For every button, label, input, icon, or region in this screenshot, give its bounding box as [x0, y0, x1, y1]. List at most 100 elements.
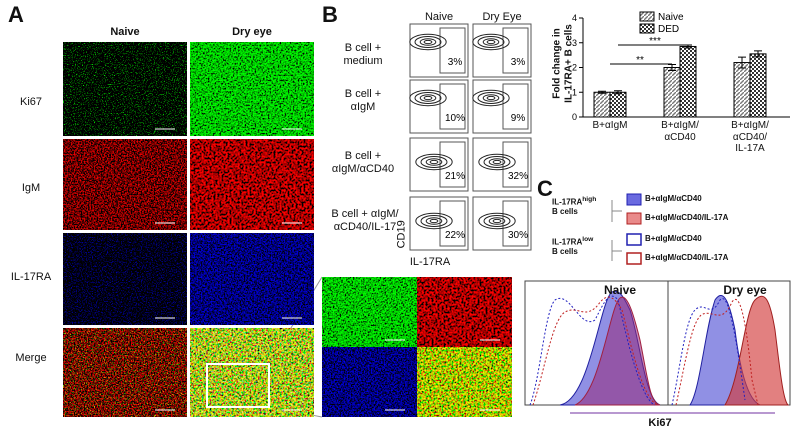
- flow-contour: [420, 215, 448, 227]
- micrograph: [63, 328, 187, 417]
- error-bar: [754, 50, 762, 58]
- flow-gate: [439, 27, 466, 74]
- legend-group: IL-17RAhigh B cells: [552, 196, 612, 216]
- flow-contour: [419, 38, 437, 46]
- row-label: IL-17RA: [10, 271, 52, 283]
- legend-label: DED: [658, 24, 679, 35]
- flow-percentage: 10%: [445, 113, 465, 124]
- flow-percentage: 3%: [511, 57, 526, 68]
- flow-contour: [425, 217, 443, 225]
- panel-label: A: [8, 2, 24, 27]
- column-header: Naive: [110, 26, 140, 38]
- flow-plot: [409, 196, 469, 251]
- histogram: [529, 295, 656, 406]
- flow-contour: [482, 38, 500, 46]
- zoom-box: [206, 363, 270, 408]
- micrograph: [190, 139, 314, 230]
- legend-entry: B+αIgM/αCD40: [645, 194, 702, 203]
- micrograph: [63, 139, 187, 230]
- legend-swatch: [626, 193, 642, 206]
- legend-entry: B+αIgM/αCD40: [645, 234, 702, 243]
- histogram: [532, 296, 659, 406]
- flow-gate: [439, 83, 466, 130]
- row-label: IgM: [21, 182, 41, 194]
- flow-contour: [425, 158, 443, 166]
- flow-contour: [414, 36, 442, 48]
- panel-label: C: [537, 176, 553, 201]
- micrograph: [417, 347, 512, 417]
- flow-contour: [415, 153, 453, 171]
- flow-percentage: 3%: [448, 57, 463, 68]
- flow-contour: [472, 33, 510, 51]
- row-label: B cell + medium: [343, 42, 383, 67]
- flow-contour: [409, 33, 447, 51]
- column-header: Dry eye: [232, 26, 272, 38]
- micrograph: [322, 347, 417, 417]
- row-label: Ki67: [19, 96, 43, 108]
- legend-group: IL-17RAlow B cells: [552, 236, 612, 256]
- flow-contour: [477, 36, 505, 48]
- column-header: Dry Eye: [482, 11, 522, 23]
- flow-contour: [492, 159, 502, 165]
- flow-percentage: 32%: [508, 171, 528, 182]
- flow-contour: [423, 39, 433, 45]
- flow-contour: [486, 39, 496, 45]
- flow-contour: [409, 89, 447, 107]
- histogram: [671, 298, 746, 406]
- panel-label: B: [322, 2, 338, 27]
- category-label: B+αIgM: [592, 120, 628, 131]
- column-header: Naive: [424, 11, 454, 23]
- x-axis-label: Ki67: [648, 417, 672, 429]
- bar: [733, 62, 751, 118]
- legend-swatch: [626, 233, 642, 246]
- flow-percentage: 21%: [445, 171, 465, 182]
- flow-contour: [478, 153, 516, 171]
- histogram: [675, 299, 759, 406]
- histogram-title: Dry eye: [723, 283, 767, 297]
- micrograph: [190, 233, 314, 325]
- flow-contour: [472, 89, 510, 107]
- histogram: [724, 295, 790, 406]
- bar: [593, 91, 611, 118]
- flow-gate: [502, 83, 529, 130]
- category-label: B+αIgM/ αCD40/ IL-17A: [731, 120, 769, 154]
- y-tick-label: 1: [572, 87, 577, 97]
- bar: [679, 45, 697, 118]
- y-tick-label: 0: [572, 112, 577, 122]
- x-axis-label: IL-17RA: [409, 256, 451, 268]
- flow-contour: [414, 92, 442, 104]
- flow-plot: [472, 23, 532, 78]
- micrograph: [322, 277, 417, 347]
- legend-swatch: [639, 11, 655, 22]
- flow-plot: [409, 23, 469, 78]
- legend-group-suffix: B cells: [552, 246, 578, 256]
- category-label: B+αIgM/ αCD40: [661, 120, 699, 143]
- flow-gate: [502, 27, 529, 74]
- legend-group-sup: low: [582, 236, 594, 243]
- legend-group-suffix: B cells: [552, 206, 578, 216]
- y-tick-label: 3: [572, 38, 577, 48]
- flow-contour: [423, 95, 433, 101]
- legend-group-name: IL-17RA: [552, 237, 583, 247]
- bar-y-label: Fold change in IL-17RA+ B cells: [551, 24, 575, 103]
- flow-contour: [415, 212, 453, 230]
- micrograph: [63, 233, 187, 325]
- legend-group-name: IL-17RA: [552, 197, 583, 207]
- bar: [663, 67, 681, 118]
- micrograph: [417, 277, 512, 347]
- legend-swatch: [626, 212, 642, 225]
- flow-percentage: 9%: [511, 113, 526, 124]
- flow-plot: [409, 79, 469, 134]
- significance: **: [636, 55, 644, 66]
- histogram-title: Naive: [603, 283, 637, 297]
- flow-percentage: 22%: [445, 230, 465, 241]
- y-tick-label: 4: [572, 13, 577, 23]
- micrograph: [63, 42, 187, 136]
- y-axis-label: CD19: [395, 220, 408, 249]
- legend-swatch: [639, 23, 655, 34]
- flow-contour: [486, 95, 496, 101]
- flow-contour: [478, 212, 516, 230]
- legend-entry: B+αIgM/αCD40/IL-17A: [645, 253, 729, 262]
- bar: [749, 53, 767, 118]
